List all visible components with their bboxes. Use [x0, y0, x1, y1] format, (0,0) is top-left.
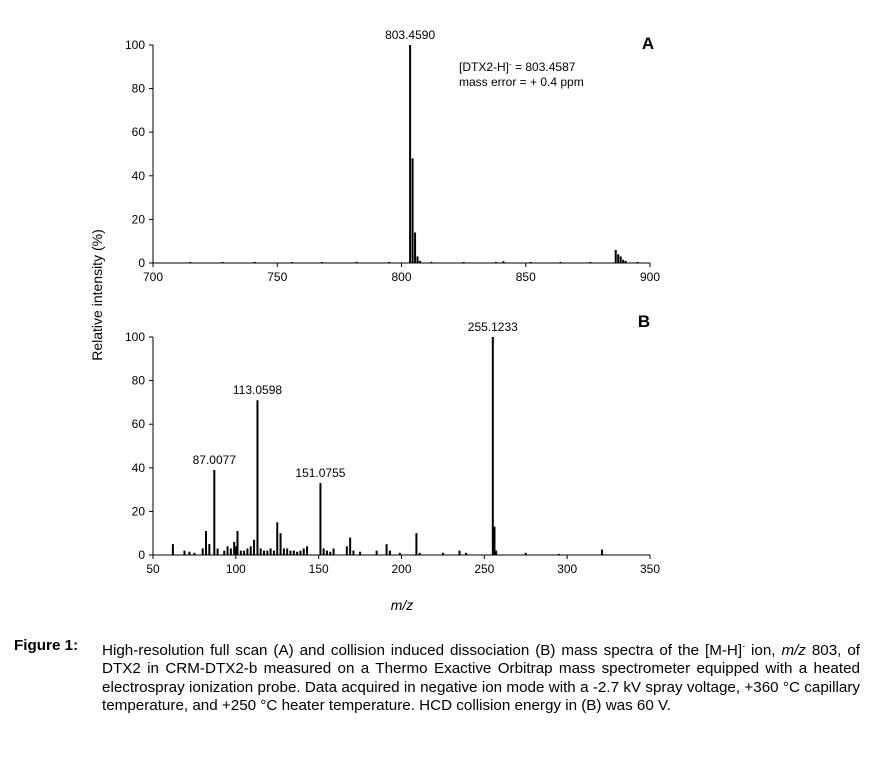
- panel-b-x-tick-label: 300: [557, 562, 577, 576]
- panel-b-x-tick-label: 50: [146, 562, 160, 576]
- panel-b: B 0 20 40 60 80 100 50 100 150 200 250 300 350 87.007…: [125, 312, 660, 576]
- panel-a-x-tick-label: 850: [516, 270, 536, 284]
- panel-a-x-tick-label: 800: [391, 270, 411, 284]
- panel-b-y-tick-label: 20: [132, 504, 146, 518]
- panel-b-x-tick-label: 150: [309, 562, 329, 576]
- panel-b-y-tick-label: 60: [132, 417, 146, 431]
- panel-b-y-tick-label: 100: [125, 330, 145, 344]
- panel-b-x-tick-label: 250: [474, 562, 494, 576]
- panel-b-y-tick-label: 0: [138, 548, 145, 562]
- x-axis-label: m/z: [391, 597, 414, 613]
- panel-b-x-tick-label: 350: [640, 562, 660, 576]
- panel-a: A [DTX2-H]- = 803.4587 mass error = + 0.…: [125, 28, 660, 284]
- y-axis-label: Relative intensity (%): [89, 229, 105, 361]
- panel-a-y-tick-label: 40: [132, 169, 146, 183]
- panel-b-x-tick-label: 100: [226, 562, 246, 576]
- panel-a-y-tick-label: 0: [138, 256, 145, 270]
- panel-a-x-tick-label: 700: [143, 270, 163, 284]
- panel-a-y-tick-label: 100: [125, 38, 145, 52]
- panel-a-label: A: [642, 34, 654, 53]
- panel-a-peak-label: 803.4590: [385, 28, 435, 42]
- panel-b-x-tick-label: 200: [391, 562, 411, 576]
- panel-b-peak-label: 87.0077: [193, 453, 237, 467]
- panel-b-y-tick-label: 40: [132, 461, 146, 475]
- panel-b-y-tick-label: 80: [132, 374, 146, 388]
- panel-a-y-tick-label: 80: [132, 82, 146, 96]
- panel-b-peak-label: 255.1233: [468, 320, 518, 334]
- caption-text: High-resolution full scan (A) and collis…: [102, 641, 860, 715]
- panel-b-peak-label: 113.0598: [233, 383, 282, 397]
- panel-b-peak-label: 151.0755: [295, 466, 345, 480]
- mass-spectra-figure: Relative intensity (%) m/z A [DTX2-H]- =…: [89, 28, 660, 613]
- panel-a-x-tick-label: 750: [267, 270, 287, 284]
- caption-label: Figure 1:: [14, 637, 79, 654]
- panel-a-annotation-mass-error: mass error = + 0.4 ppm: [459, 75, 584, 89]
- figure-caption: Figure 1: High-resolution full scan (A) …: [14, 637, 860, 716]
- panel-a-annotation-formula: [DTX2-H]- = 803.4587: [459, 60, 576, 75]
- panel-a-y-tick-label: 60: [132, 125, 146, 139]
- panel-a-y-tick-label: 20: [132, 212, 146, 226]
- panel-a-x-tick-label: 900: [640, 270, 660, 284]
- panel-b-label: B: [638, 312, 650, 331]
